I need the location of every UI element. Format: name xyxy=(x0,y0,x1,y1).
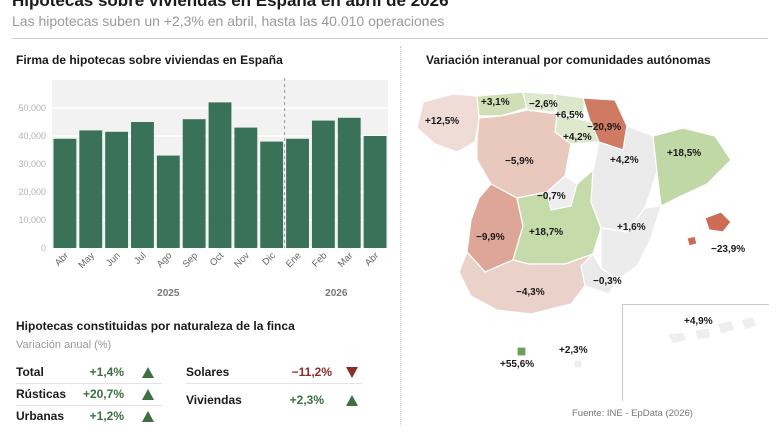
trend-up-icon xyxy=(142,389,154,400)
x-tick-label: Abr xyxy=(53,250,71,268)
finca-label: Rústicas xyxy=(16,387,67,401)
source-note: Fuente: INE - EpData (2026) xyxy=(572,408,693,419)
region-cantabria xyxy=(522,91,556,113)
finca-row-urbanas: Urbanas +1,2% xyxy=(16,405,162,427)
region-canarias xyxy=(666,315,758,345)
region-galicia xyxy=(416,93,480,153)
bar-chart-title: Firma de hipotecas sobre viviendas en Es… xyxy=(16,53,283,67)
bar xyxy=(156,155,180,248)
finca-row-solares: Solares −11,2% xyxy=(186,361,362,384)
bar xyxy=(79,130,103,248)
x-tick-label: Feb xyxy=(310,250,329,269)
x-tick-label: Jul xyxy=(132,250,148,266)
bar xyxy=(286,138,309,248)
y-tick-label: 0 xyxy=(41,243,46,253)
x-tick-label: Mar xyxy=(336,250,355,269)
y-tick-label: 40,000 xyxy=(18,131,46,141)
region-label: +12,5% xyxy=(425,116,459,127)
x-tick-label: Ago xyxy=(155,250,175,270)
map-title: Variación interanual por comunidades aut… xyxy=(426,53,711,67)
y-tick-label: 50,000 xyxy=(18,103,46,113)
finca-table-subtitle: Variación anual (%) xyxy=(16,339,112,351)
region-label: −2,6% xyxy=(529,99,558,110)
region-label: −20,9% xyxy=(587,122,621,133)
x-tick-label: Sep xyxy=(181,250,201,270)
finca-value: +20,7% xyxy=(82,387,124,401)
panel-divider xyxy=(400,46,401,426)
bar xyxy=(105,131,129,248)
x-tick-label: Abr xyxy=(363,250,381,268)
region-label: +6,5% xyxy=(555,110,584,121)
bar xyxy=(182,119,206,248)
x-tick-label: Oct xyxy=(208,250,226,268)
finca-row-viviendas: Viviendas +2,3% xyxy=(186,389,362,411)
bar xyxy=(53,138,77,248)
finca-label: Viviendas xyxy=(186,393,242,407)
finca-label: Total xyxy=(16,365,44,379)
x-tick-label: May xyxy=(76,250,97,271)
page-subtitle: Las hipotecas suben un +2,3% en abril, h… xyxy=(12,13,445,29)
bar xyxy=(311,120,335,248)
region-cataluna xyxy=(652,127,732,207)
region-label: −0,3% xyxy=(593,276,622,287)
region-valencia xyxy=(600,205,662,281)
region-label: +18,5% xyxy=(667,148,701,159)
canarias-inset-box xyxy=(622,304,769,401)
region-asturias xyxy=(476,91,528,117)
region-label: +18,7% xyxy=(529,227,563,238)
region-label: +2,3% xyxy=(559,345,588,356)
trend-up-icon xyxy=(142,411,154,422)
y-tick-label: 20,000 xyxy=(18,187,46,197)
x-tick-label: Nov xyxy=(232,250,252,270)
region-label: −9,9% xyxy=(476,232,505,243)
region-label: −23,9% xyxy=(711,244,745,255)
region-label: −5,9% xyxy=(505,156,534,167)
header-divider xyxy=(12,38,768,39)
region-label: +3,1% xyxy=(481,97,510,108)
year-label: 2025 xyxy=(157,288,180,299)
bar xyxy=(234,127,258,248)
finca-label: Urbanas xyxy=(16,409,65,423)
x-tick-label: Jun xyxy=(104,250,123,269)
x-tick-label: Dic xyxy=(260,250,278,268)
finca-value: +1,4% xyxy=(89,365,124,379)
finca-value: −11,2% xyxy=(291,365,332,379)
page-title: Hipotecas sobre viviendas en España en a… xyxy=(12,0,449,10)
region-label: −0,7% xyxy=(537,191,566,202)
spain-map: +12,5% +3,1% −2,6% +6,5% −20,9% +4,2% −5… xyxy=(416,91,758,370)
x-tick-label: Ene xyxy=(284,250,304,270)
region-label: +55,6% xyxy=(500,359,534,370)
region-label: +1,6% xyxy=(617,222,646,233)
finca-label: Solares xyxy=(186,365,230,379)
region-pais-vasco xyxy=(554,93,586,117)
trend-up-icon xyxy=(346,395,358,406)
finca-value: +1,2% xyxy=(89,409,124,423)
region-label: +4,2% xyxy=(563,132,592,143)
bar xyxy=(337,117,361,248)
year-label: 2026 xyxy=(325,288,348,299)
bar xyxy=(260,141,284,248)
region-label: −4,3% xyxy=(516,287,545,298)
bar xyxy=(208,102,232,249)
y-tick-label: 10,000 xyxy=(18,215,46,225)
trend-up-icon xyxy=(142,367,154,378)
finca-table-title: Hipotecas constituidas por naturaleza de… xyxy=(16,319,295,333)
region-melilla xyxy=(573,359,583,369)
region-label: +4,2% xyxy=(610,155,639,166)
bar xyxy=(363,135,387,248)
region-andalucia xyxy=(458,250,594,315)
region-label: +4,9% xyxy=(684,316,713,327)
y-tick-label: 30,000 xyxy=(18,159,46,169)
region-ceuta xyxy=(516,346,527,357)
trend-down-icon xyxy=(346,367,358,378)
bar-chart: 0 10,000 20,000 30,000 40,000 50,000 Abr May Jun… xyxy=(18,78,388,299)
region-baleares xyxy=(686,211,732,247)
finca-row-total: Total +1,4% xyxy=(16,361,162,384)
finca-value: +2,3% xyxy=(289,393,324,407)
bar xyxy=(131,122,154,248)
finca-row-rusticas: Rústicas +20,7% xyxy=(16,383,162,406)
